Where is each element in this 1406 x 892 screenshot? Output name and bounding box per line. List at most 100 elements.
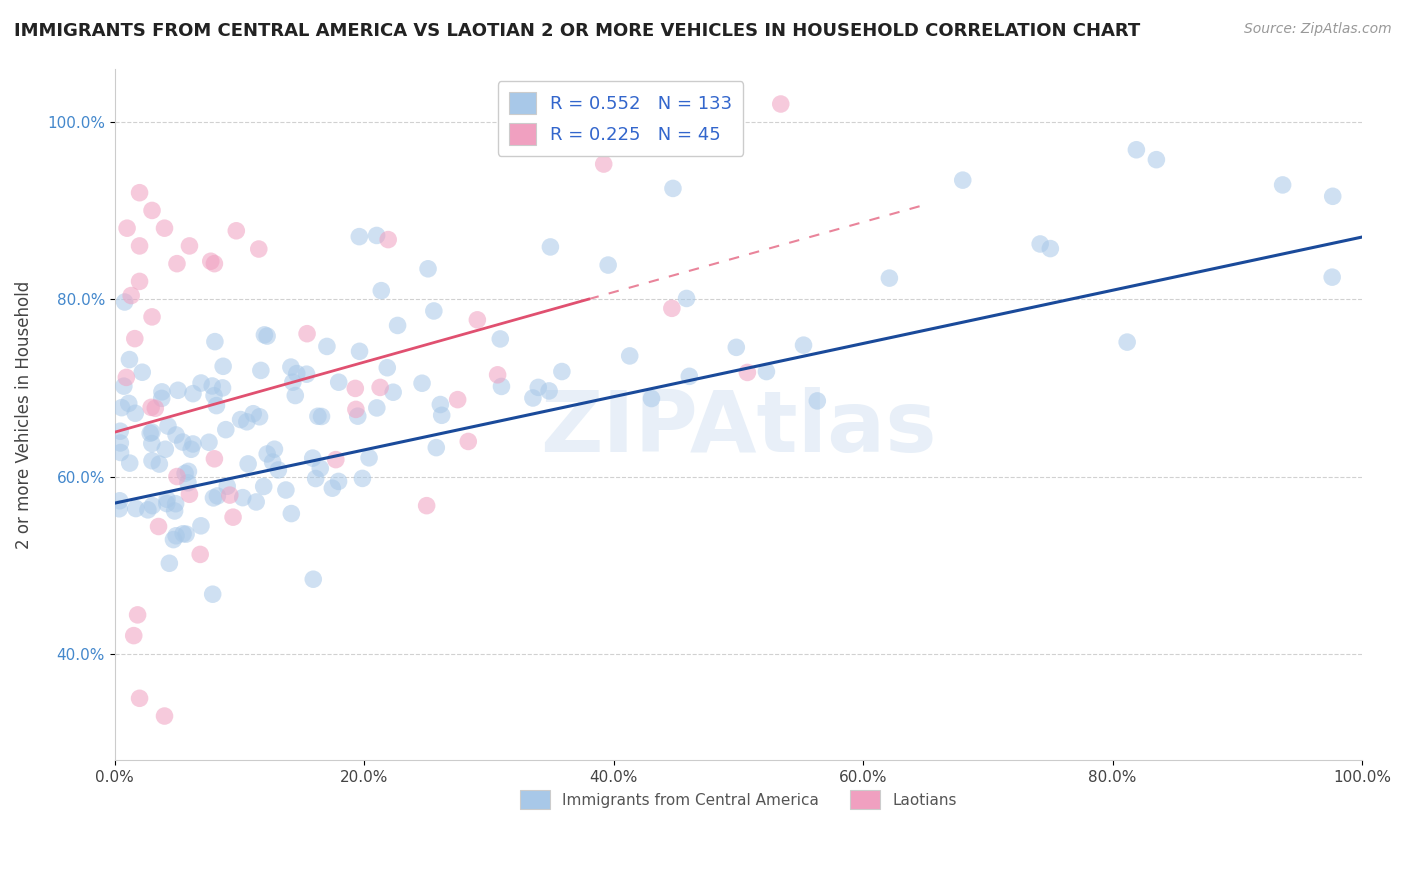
Point: [619, 349, 641, 363]
Point: [205, 399, 228, 413]
Point: [180, 442, 202, 457]
Point: [311, 409, 333, 424]
Point: [111, 401, 134, 415]
Point: [592, 157, 614, 171]
Point: [141, 499, 163, 513]
Point: [202, 451, 225, 466]
Point: [198, 435, 221, 450]
Point: [190, 518, 212, 533]
Point: [253, 479, 276, 493]
Point: [165, 497, 187, 511]
Point: [211, 381, 233, 395]
Point: [156, 419, 179, 434]
Point: [128, 239, 150, 253]
Point: [316, 339, 339, 353]
Point: [247, 242, 270, 256]
Point: [218, 488, 240, 502]
Point: [118, 352, 141, 367]
Point: [661, 301, 683, 316]
Point: [737, 366, 759, 380]
Point: [215, 423, 238, 437]
Point: [346, 409, 368, 424]
Point: [325, 452, 347, 467]
Point: [262, 455, 284, 469]
Point: [177, 464, 200, 478]
Text: ZIPAtlas: ZIPAtlas: [540, 387, 936, 470]
Point: [150, 392, 173, 406]
Point: [249, 409, 271, 424]
Point: [153, 709, 176, 723]
Point: [122, 629, 145, 643]
Point: [467, 313, 489, 327]
Point: [662, 181, 685, 195]
Point: [232, 491, 254, 505]
Point: [139, 426, 162, 441]
Point: [349, 344, 371, 359]
Point: [172, 526, 194, 541]
Point: [141, 436, 163, 450]
Point: [201, 587, 224, 601]
Point: [139, 401, 162, 415]
Point: [366, 401, 388, 415]
Point: [202, 491, 225, 505]
Point: [769, 97, 792, 112]
Point: [281, 375, 304, 389]
Point: [447, 392, 470, 407]
Point: [202, 389, 225, 403]
Point: [136, 503, 159, 517]
Point: [188, 548, 211, 562]
Point: [143, 401, 166, 416]
Point: [267, 463, 290, 477]
Point: [236, 415, 259, 429]
Point: [675, 292, 697, 306]
Point: [1320, 270, 1343, 285]
Point: [128, 691, 150, 706]
Point: [377, 233, 399, 247]
Point: [423, 304, 446, 318]
Point: [155, 442, 177, 457]
Point: [128, 274, 150, 288]
Point: [245, 495, 267, 509]
Point: [328, 475, 350, 489]
Point: [118, 456, 141, 470]
Point: [387, 318, 409, 333]
Point: [321, 481, 343, 495]
Point: [538, 240, 561, 254]
Point: [125, 501, 148, 516]
Point: [166, 257, 188, 271]
Point: [280, 360, 302, 375]
Point: [357, 450, 380, 465]
Point: [190, 376, 212, 390]
Point: [491, 379, 513, 393]
Point: [538, 384, 561, 398]
Point: [429, 398, 451, 412]
Text: IMMIGRANTS FROM CENTRAL AMERICA VS LAOTIAN 2 OR MORE VEHICLES IN HOUSEHOLD CORRE: IMMIGRANTS FROM CENTRAL AMERICA VS LAOTI…: [14, 22, 1140, 40]
Point: [114, 295, 136, 310]
Point: [1271, 178, 1294, 192]
Point: [141, 310, 163, 324]
Point: [640, 392, 662, 406]
Point: [165, 428, 187, 442]
Point: [141, 454, 163, 468]
Point: [225, 224, 247, 238]
Point: [375, 360, 398, 375]
Point: [349, 229, 371, 244]
Point: [430, 409, 453, 423]
Point: [200, 254, 222, 268]
Point: [284, 388, 307, 402]
Point: [236, 457, 259, 471]
Point: [148, 519, 170, 533]
Point: [307, 409, 329, 424]
Point: [120, 288, 142, 302]
Point: [522, 391, 544, 405]
Text: Source: ZipAtlas.com: Source: ZipAtlas.com: [1244, 22, 1392, 37]
Point: [280, 507, 302, 521]
Point: [124, 332, 146, 346]
Point: [108, 424, 131, 438]
Point: [302, 572, 325, 586]
Point: [411, 376, 433, 391]
Point: [108, 501, 131, 516]
Point: [305, 471, 328, 485]
Point: [274, 483, 297, 497]
Point: [222, 510, 245, 524]
